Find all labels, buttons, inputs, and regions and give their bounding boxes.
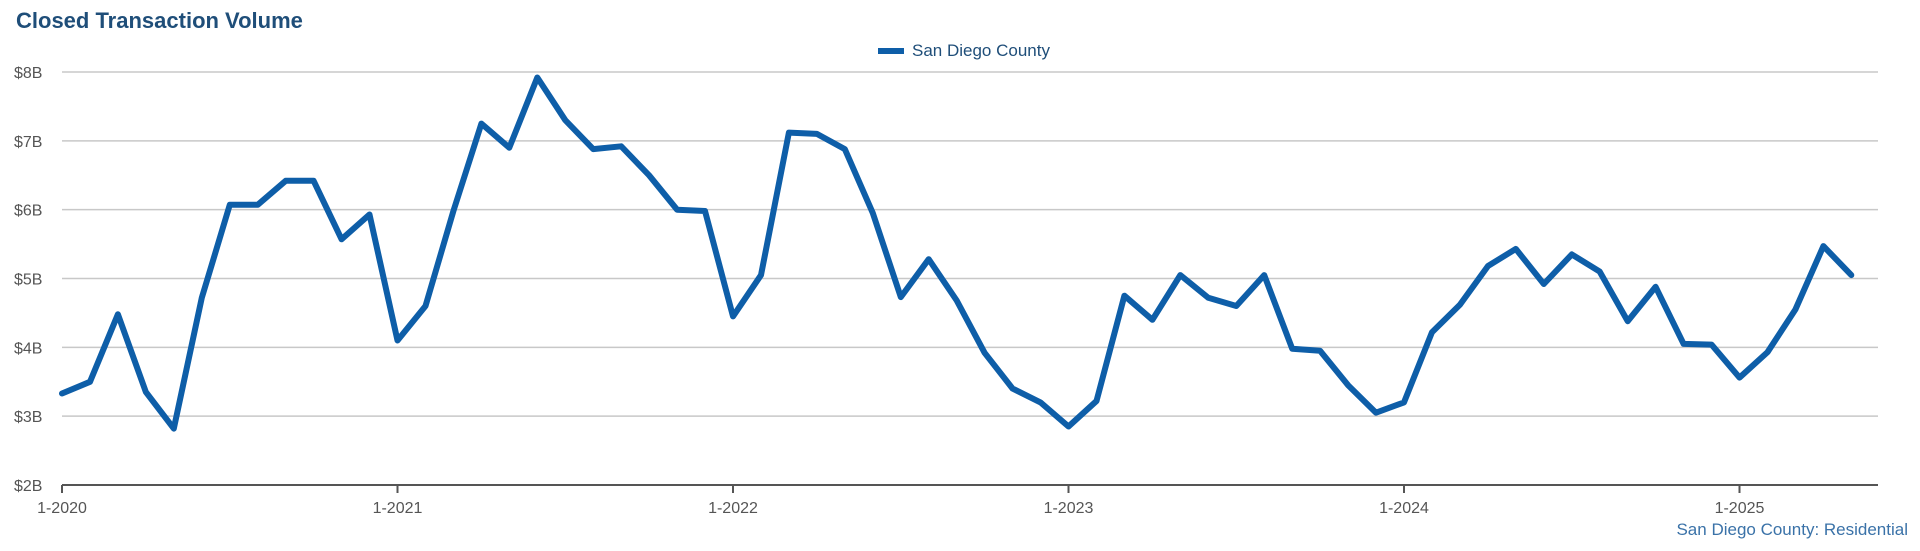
- data-point[interactable]: [1482, 260, 1494, 272]
- x-tick-label: 1-2025: [1715, 500, 1765, 517]
- data-point[interactable]: [1622, 315, 1634, 327]
- data-point[interactable]: [1594, 266, 1606, 278]
- data-point[interactable]: [895, 291, 907, 303]
- data-point[interactable]: [559, 114, 571, 126]
- data-point[interactable]: [112, 308, 124, 320]
- legend[interactable]: San Diego County: [878, 40, 1050, 62]
- data-point[interactable]: [1734, 372, 1746, 384]
- grid-lines: [62, 71, 1878, 417]
- data-point[interactable]: [1202, 292, 1214, 304]
- data-point[interactable]: [1342, 379, 1354, 391]
- data-point[interactable]: [1314, 345, 1326, 357]
- data-point[interactable]: [671, 204, 683, 216]
- data-point[interactable]: [615, 140, 627, 152]
- data-point[interactable]: [1398, 396, 1410, 408]
- data-point[interactable]: [1063, 421, 1075, 433]
- data-point[interactable]: [1146, 314, 1158, 326]
- x-tick-label: 1-2022: [708, 500, 758, 517]
- data-point[interactable]: [224, 199, 236, 211]
- data-point[interactable]: [1258, 269, 1270, 281]
- data-point[interactable]: [1286, 343, 1298, 355]
- data-point[interactable]: [503, 142, 515, 154]
- data-point[interactable]: [587, 143, 599, 155]
- data-point[interactable]: [1789, 304, 1801, 316]
- data-point[interactable]: [84, 376, 96, 388]
- y-tick-label: $7B: [14, 134, 42, 151]
- source-note: San Diego County: Residential: [1676, 520, 1908, 539]
- data-point[interactable]: [1091, 395, 1103, 407]
- y-axis-tick-labels: $2B $3B $4B $5B $6B $7B $8B: [14, 65, 42, 495]
- data-point[interactable]: [1174, 269, 1186, 281]
- data-point[interactable]: [755, 269, 767, 281]
- legend-swatch: [878, 48, 904, 54]
- data-point[interactable]: [1566, 248, 1578, 260]
- data-point[interactable]: [420, 300, 432, 312]
- chart-title: Closed Transaction Volume: [16, 8, 303, 33]
- data-point[interactable]: [1678, 338, 1690, 350]
- data-point[interactable]: [1817, 240, 1829, 252]
- data-point[interactable]: [447, 205, 459, 217]
- data-point[interactable]: [252, 199, 264, 211]
- data-point[interactable]: [196, 292, 208, 304]
- data-point[interactable]: [1230, 300, 1242, 312]
- y-tick-label: $4B: [14, 340, 42, 357]
- y-tick-label: $5B: [14, 272, 42, 289]
- data-point[interactable]: [56, 388, 68, 400]
- data-point[interactable]: [1845, 269, 1857, 281]
- data-point[interactable]: [811, 128, 823, 140]
- legend-label: San Diego County: [912, 41, 1050, 60]
- data-point[interactable]: [1035, 396, 1047, 408]
- axes: [61, 484, 1878, 493]
- x-axis-tick-labels: 1-2020 1-2021 1-2022 1-2023 1-2024 1-2025: [37, 500, 1764, 517]
- data-point[interactable]: [140, 386, 152, 398]
- data-point[interactable]: [643, 169, 655, 181]
- data-point[interactable]: [1426, 326, 1438, 338]
- data-point[interactable]: [336, 233, 348, 245]
- data-point[interactable]: [923, 253, 935, 265]
- data-point[interactable]: [1007, 383, 1019, 395]
- y-tick-label: $2B: [14, 478, 42, 495]
- x-tick-label: 1-2021: [373, 500, 423, 517]
- data-point[interactable]: [1454, 299, 1466, 311]
- data-point[interactable]: [951, 295, 963, 307]
- data-point[interactable]: [1510, 243, 1522, 255]
- data-point[interactable]: [308, 175, 320, 187]
- data-point[interactable]: [1370, 407, 1382, 419]
- x-tick-label: 1-2020: [37, 500, 87, 517]
- data-point[interactable]: [1762, 346, 1774, 358]
- y-tick-label: $8B: [14, 65, 42, 82]
- series-line-0[interactable]: [59, 74, 1855, 432]
- data-point[interactable]: [168, 423, 180, 435]
- data-point[interactable]: [1650, 281, 1662, 293]
- data-point[interactable]: [1538, 278, 1550, 290]
- x-tick-label: 1-2024: [1379, 500, 1429, 517]
- y-tick-label: $6B: [14, 203, 42, 220]
- data-point[interactable]: [475, 118, 487, 130]
- data-point[interactable]: [1118, 290, 1130, 302]
- data-point[interactable]: [979, 347, 991, 359]
- data-point[interactable]: [1706, 339, 1718, 351]
- data-point[interactable]: [699, 205, 711, 217]
- data-point[interactable]: [392, 335, 404, 347]
- data-point[interactable]: [280, 175, 292, 187]
- data-point[interactable]: [867, 207, 879, 219]
- data-point[interactable]: [727, 310, 739, 322]
- data-point[interactable]: [783, 127, 795, 139]
- data-point[interactable]: [531, 72, 543, 84]
- x-tick-label: 1-2023: [1044, 500, 1094, 517]
- series-layer: [56, 72, 1857, 435]
- y-tick-label: $3B: [14, 409, 42, 426]
- data-point[interactable]: [364, 209, 376, 221]
- data-point[interactable]: [839, 143, 851, 155]
